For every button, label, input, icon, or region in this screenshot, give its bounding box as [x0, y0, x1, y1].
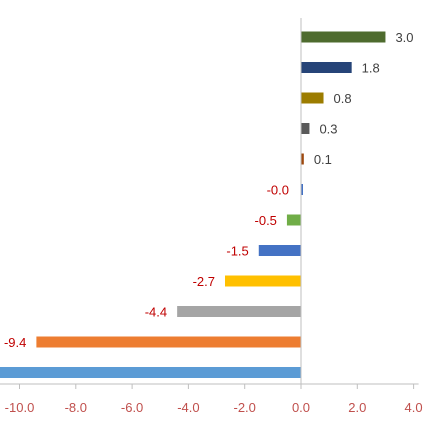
x-tick-label-3: -4.0 — [177, 400, 199, 415]
data-label-10: -9.4 — [4, 335, 26, 350]
x-tick-label-4: -2.0 — [233, 400, 255, 415]
bar-5 — [301, 184, 303, 195]
bar-6 — [286, 214, 301, 226]
data-label-3: 0.3 — [319, 122, 337, 137]
data-label-8: -2.7 — [193, 274, 215, 289]
bar-0 — [301, 31, 386, 43]
x-tick-label-6: 2.0 — [348, 400, 366, 415]
x-tick-label-2: -6.0 — [121, 400, 143, 415]
x-tick-label-0: -10.0 — [5, 400, 35, 415]
bar-1 — [301, 62, 352, 73]
x-tick-label-5: 0.0 — [292, 400, 310, 415]
bar-2 — [301, 92, 324, 104]
bar-4 — [301, 153, 304, 165]
x-tick-label-7: 4.0 — [405, 400, 423, 415]
data-label-6: -0.5 — [255, 213, 277, 228]
x-tick-label-1: -8.0 — [65, 400, 87, 415]
bar-3 — [301, 123, 310, 134]
data-label-5: -0.0 — [267, 183, 289, 198]
data-label-9: -4.4 — [145, 305, 167, 320]
bar-7 — [258, 245, 301, 256]
data-label-0: 3.0 — [395, 30, 413, 45]
bar-10 — [36, 336, 301, 348]
bar-8 — [224, 275, 301, 287]
bars-group — [0, 31, 386, 378]
bar-11 — [0, 367, 301, 378]
data-label-7: -1.5 — [226, 244, 248, 259]
data-label-1: 1.8 — [362, 61, 380, 76]
bar-9 — [177, 306, 301, 317]
x-axis: -10.0 -8.0 -6.0 -4.0 -2.0 0.0 2.0 4.0 — [0, 18, 423, 415]
data-label-2: 0.8 — [334, 91, 352, 106]
data-label-4: 0.1 — [314, 152, 332, 167]
data-labels-group: 3.0 1.8 0.8 0.3 0.1 -0.0 -0.5 -1.5 -2.7 -4.4 -9.4 — [4, 30, 414, 350]
